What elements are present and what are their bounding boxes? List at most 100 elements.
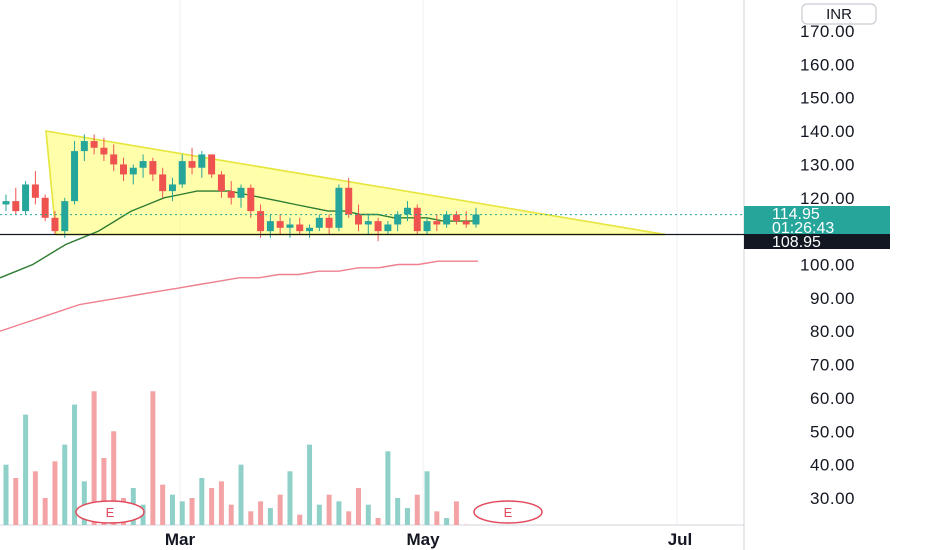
- volume-bar: [277, 494, 283, 525]
- volume-bar: [42, 498, 48, 525]
- volume-bar: [307, 444, 313, 525]
- candle: [315, 214, 323, 232]
- candle-body: [472, 214, 480, 225]
- candle: [227, 181, 235, 205]
- candle-body: [394, 214, 402, 225]
- earnings-marker-0[interactable]: E: [75, 500, 145, 524]
- candle: [80, 134, 88, 162]
- candle: [129, 164, 137, 185]
- price-tick-label: 120.00: [800, 189, 855, 208]
- volume-bar: [375, 518, 381, 525]
- candle-body: [247, 187, 255, 212]
- candle: [325, 214, 333, 235]
- candle: [2, 194, 10, 212]
- candle: [355, 204, 362, 232]
- candle-body: [433, 221, 441, 225]
- candle-body: [159, 174, 167, 192]
- candle-body: [286, 224, 294, 228]
- candle-body: [51, 217, 59, 232]
- volume-bar: [101, 457, 107, 525]
- candle: [22, 181, 30, 215]
- earnings-marker-shape: [75, 500, 145, 524]
- candle: [462, 211, 470, 228]
- volume-bar: [91, 391, 97, 525]
- price-axis[interactable]: 170.00 160.00 150.00 140.00 130.00 120.00 100.…: [800, 22, 855, 508]
- volume-bar: [356, 487, 361, 525]
- candle-body: [452, 214, 460, 222]
- volume-bar: [414, 494, 420, 525]
- candle-body: [364, 221, 372, 225]
- candle-body: [384, 224, 392, 232]
- candle-body: [41, 197, 49, 218]
- candle-body: [257, 211, 265, 232]
- volume-bar: [336, 501, 342, 525]
- candle-body: [296, 224, 304, 232]
- candle: [217, 171, 225, 198]
- volume-bar: [287, 471, 293, 525]
- volume-bar: [23, 414, 29, 525]
- candle: [384, 221, 392, 235]
- earnings-marker-label: E: [106, 505, 115, 520]
- candle: [257, 204, 265, 238]
- support-level-tag: 108.95: [744, 234, 890, 251]
- candlesticks: [2, 134, 480, 242]
- candle: [423, 217, 431, 235]
- price-tick-label: 30.00: [810, 489, 855, 508]
- candle: [208, 154, 216, 178]
- candle: [110, 144, 118, 172]
- last-price-tag: 114.95 01:26:43: [744, 206, 890, 237]
- candle-body: [198, 154, 206, 168]
- volume-bar: [248, 511, 254, 525]
- price-tick-label: 90.00: [810, 289, 855, 308]
- candle-body: [374, 221, 382, 232]
- earnings-marker-1[interactable]: E: [473, 500, 543, 524]
- candle-body: [178, 161, 186, 185]
- candle: [100, 137, 108, 162]
- volume-bar: [316, 504, 322, 525]
- candle-body: [355, 214, 362, 225]
- candle: [188, 147, 196, 175]
- candle-body: [139, 161, 147, 168]
- currency-label: INR: [826, 6, 852, 23]
- candle-body: [100, 147, 108, 155]
- candle: [149, 157, 157, 182]
- price-tick-label: 40.00: [810, 456, 855, 475]
- currency-badge[interactable]: INR: [801, 3, 877, 25]
- volume-bar: [81, 481, 87, 525]
- candle: [198, 151, 206, 178]
- volume-bar: [297, 514, 303, 525]
- candle-body: [403, 207, 411, 215]
- last-price-countdown: 01:26:43: [772, 220, 834, 237]
- candle: [237, 184, 245, 208]
- volume-bar: [189, 498, 195, 525]
- last-price-value: 114.95: [772, 206, 820, 223]
- volume-bar: [267, 508, 273, 525]
- price-tick-label: 70.00: [810, 356, 855, 375]
- candle: [306, 224, 314, 238]
- candle-body: [90, 141, 98, 148]
- price-tick-label: 60.00: [810, 389, 855, 408]
- price-tick-label: 50.00: [810, 422, 855, 441]
- price-tick-label: 100.00: [800, 256, 855, 275]
- candle-body: [80, 141, 88, 152]
- candle-body: [31, 184, 39, 198]
- volume-bar: [434, 511, 440, 525]
- candle: [31, 171, 39, 205]
- volume-bar: [444, 518, 450, 525]
- price-tick-label: 160.00: [800, 55, 855, 74]
- candle-body: [12, 201, 20, 212]
- candle-body: [168, 184, 176, 192]
- time-axis[interactable]: Mar May Jul: [165, 530, 692, 549]
- candle-body: [306, 227, 314, 232]
- candle: [335, 184, 343, 232]
- candle-body: [2, 201, 10, 205]
- price-tick-label: 140.00: [800, 122, 855, 141]
- volume-bar: [3, 464, 9, 525]
- volume-bar: [385, 451, 391, 525]
- volume-bar: [179, 501, 185, 525]
- time-tick-label: Mar: [165, 530, 196, 549]
- candle: [433, 214, 441, 232]
- candle: [90, 134, 98, 155]
